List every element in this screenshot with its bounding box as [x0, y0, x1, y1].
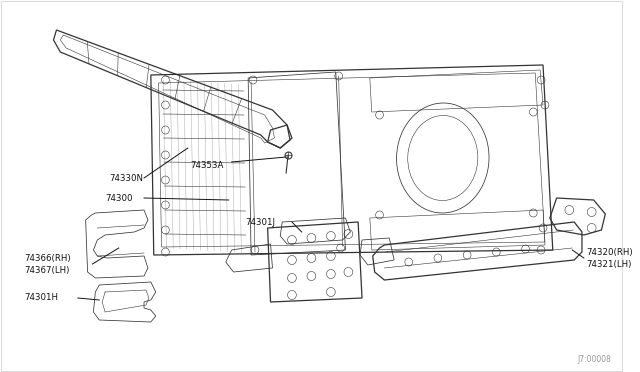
- Text: 74321(LH): 74321(LH): [586, 260, 631, 269]
- Text: 74301J: 74301J: [245, 218, 275, 227]
- Text: 74300: 74300: [105, 193, 132, 202]
- Text: 74367(LH): 74367(LH): [24, 266, 70, 275]
- Text: 74301H: 74301H: [24, 294, 58, 302]
- Text: 74330N: 74330N: [109, 173, 143, 183]
- Text: 74353A: 74353A: [191, 160, 224, 170]
- Text: J7:00008: J7:00008: [577, 355, 611, 364]
- Text: 74320(RH): 74320(RH): [586, 247, 632, 257]
- Text: 74366(RH): 74366(RH): [24, 253, 71, 263]
